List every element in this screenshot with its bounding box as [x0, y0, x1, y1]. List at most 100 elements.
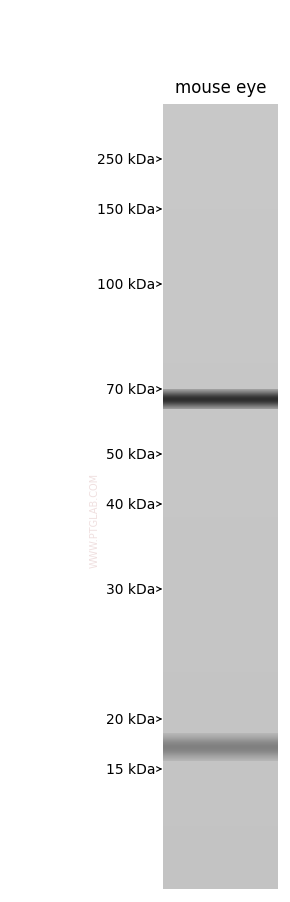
Bar [163, 730, 278, 732]
Bar [163, 508, 278, 510]
Bar [163, 805, 278, 808]
Bar [163, 502, 278, 505]
Bar [163, 358, 278, 361]
Bar [163, 105, 278, 107]
Bar [163, 241, 278, 244]
Bar [163, 468, 278, 471]
Bar [163, 518, 278, 520]
Bar [163, 217, 278, 220]
Bar [163, 547, 278, 549]
Bar [163, 296, 278, 299]
Bar [163, 390, 278, 392]
Bar [163, 345, 278, 348]
Bar [163, 374, 278, 377]
Bar [163, 704, 278, 706]
Bar [163, 413, 278, 416]
Bar [163, 840, 278, 842]
Bar [163, 808, 278, 811]
Bar [163, 115, 278, 118]
Bar [163, 474, 278, 476]
Bar [163, 152, 278, 154]
Bar [163, 844, 278, 847]
Bar [163, 526, 278, 529]
Bar [163, 834, 278, 837]
Bar [163, 716, 278, 719]
Bar [163, 761, 278, 764]
Bar [163, 686, 278, 687]
Bar [163, 209, 278, 212]
Bar [163, 366, 278, 369]
Bar [163, 748, 278, 750]
Bar [163, 562, 278, 565]
Bar [163, 364, 278, 366]
Bar [163, 180, 278, 183]
Bar [163, 204, 278, 207]
Bar [163, 437, 278, 439]
Bar [163, 142, 278, 144]
Bar [163, 604, 278, 607]
Bar [163, 384, 278, 387]
Bar [163, 870, 278, 873]
Bar [163, 612, 278, 614]
Bar [163, 815, 278, 818]
Bar [163, 585, 278, 588]
Bar [163, 410, 278, 413]
Bar [163, 285, 278, 288]
Bar [163, 677, 278, 680]
Bar [163, 424, 278, 427]
Bar [163, 651, 278, 654]
Bar [163, 596, 278, 599]
Bar [163, 348, 278, 351]
Bar [163, 646, 278, 649]
Text: 100 kDa: 100 kDa [97, 278, 155, 291]
Bar [163, 201, 278, 204]
Bar [163, 659, 278, 661]
Bar [163, 764, 278, 766]
Bar [163, 270, 278, 272]
Bar [163, 361, 278, 364]
Bar [163, 531, 278, 534]
Bar [163, 858, 278, 861]
Text: 150 kDa: 150 kDa [97, 203, 155, 216]
Bar [163, 643, 278, 646]
Bar [163, 732, 278, 735]
Bar [163, 701, 278, 704]
Bar [163, 197, 278, 199]
Bar [163, 607, 278, 610]
Bar [163, 861, 278, 863]
Bar [163, 445, 278, 447]
Bar [163, 479, 278, 482]
Bar [163, 584, 278, 585]
Bar [163, 724, 278, 727]
Bar [163, 136, 278, 139]
Bar [163, 695, 278, 698]
Bar [163, 640, 278, 643]
Bar [163, 262, 278, 264]
Bar [163, 483, 278, 486]
Bar [163, 588, 278, 591]
Bar [163, 186, 278, 189]
Bar [163, 759, 278, 761]
Bar [163, 633, 278, 636]
Bar [163, 669, 278, 672]
Bar [163, 787, 278, 789]
Bar [163, 398, 278, 400]
Bar [163, 636, 278, 638]
Bar [163, 372, 278, 374]
Bar [163, 591, 278, 594]
Bar [163, 769, 278, 771]
Bar [163, 552, 278, 555]
Bar [163, 133, 278, 136]
Bar [163, 139, 278, 142]
Bar [163, 500, 278, 502]
Bar [163, 128, 278, 131]
Bar [163, 173, 278, 176]
Bar [163, 447, 278, 450]
Bar [163, 427, 278, 429]
Bar [163, 235, 278, 238]
Bar [163, 249, 278, 252]
Bar [163, 170, 278, 173]
Bar [163, 118, 278, 121]
Bar [163, 369, 278, 372]
Bar [163, 406, 278, 408]
